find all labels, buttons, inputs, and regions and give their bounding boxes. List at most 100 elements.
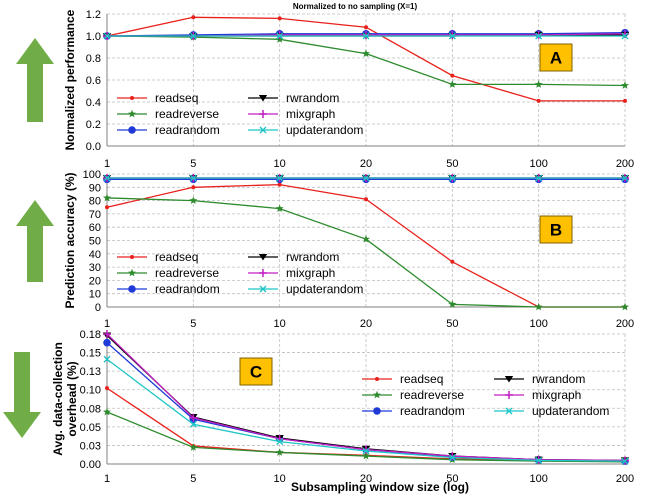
data-point-updaterandom bbox=[535, 174, 543, 182]
legend-label-updaterandom: updaterandom bbox=[532, 404, 609, 418]
data-point-readseq bbox=[277, 16, 282, 21]
y-tick-label: 80 bbox=[89, 196, 101, 208]
y-axis-label-line: Avg. data-collection bbox=[51, 342, 65, 456]
x-tick-label: 5 bbox=[190, 158, 196, 170]
data-point-mixgraph bbox=[103, 330, 111, 338]
data-point-updaterandom bbox=[448, 454, 456, 461]
legend-marker-readreverse bbox=[128, 268, 136, 277]
figure-title: Normalized to no sampling (X=1) bbox=[293, 2, 418, 11]
data-point-readseq bbox=[191, 15, 196, 20]
legend-label-readrandom: readrandom bbox=[155, 282, 220, 296]
data-point-readseq bbox=[364, 25, 368, 30]
legend-label-mixgraph: mixgraph bbox=[286, 107, 335, 121]
x-tick-label: 100 bbox=[529, 318, 547, 330]
x-tick-label: 5 bbox=[190, 473, 196, 485]
data-point-updaterandom bbox=[362, 174, 370, 182]
data-point-readreverse bbox=[103, 407, 111, 416]
legend-marker-updaterandom bbox=[259, 126, 267, 134]
legend-marker-readseq bbox=[130, 255, 134, 259]
y-tick-label: 0.13 bbox=[80, 366, 101, 378]
x-tick-label: 10 bbox=[274, 473, 286, 485]
x-tick-label: 50 bbox=[446, 473, 458, 485]
y-tick-label: 0.4 bbox=[86, 97, 101, 109]
x-tick-label: 200 bbox=[616, 158, 634, 170]
data-point-mixgraph bbox=[189, 413, 198, 422]
y-tick-label: 40 bbox=[89, 249, 101, 261]
x-tick-label: 1 bbox=[104, 473, 110, 485]
data-point-readreverse bbox=[534, 302, 543, 311]
y-tick-label: 0 bbox=[95, 302, 101, 314]
data-point-updaterandom bbox=[276, 174, 284, 182]
y-tick-label: 0.08 bbox=[80, 403, 101, 415]
data-point-updaterandom bbox=[535, 32, 543, 40]
data-point-readseq bbox=[536, 98, 541, 103]
data-point-updaterandom bbox=[362, 447, 370, 455]
data-point-readseq bbox=[105, 205, 109, 210]
data-point-readreverse bbox=[448, 80, 457, 88]
legend-marker-mixgraph bbox=[259, 269, 267, 277]
legend-marker-mixgraph bbox=[505, 391, 513, 399]
y-axis-label: Avg. data-collectionoverhead (%) bbox=[51, 342, 79, 456]
legend-marker-mixgraph bbox=[259, 110, 267, 118]
y-tick-label: 1.2 bbox=[86, 9, 101, 21]
y-tick-label: 1.0 bbox=[86, 31, 101, 43]
panel-badge-label: C bbox=[250, 363, 262, 382]
y-tick-label: 0.0 bbox=[86, 141, 101, 153]
legend-marker-updaterandom bbox=[259, 285, 267, 293]
panel-badge bbox=[239, 357, 273, 386]
data-point-mixgraph bbox=[534, 30, 543, 39]
data-point-updaterandom bbox=[103, 355, 111, 363]
data-point-mixgraph bbox=[275, 30, 284, 39]
data-point-readseq bbox=[191, 185, 196, 190]
y-tick-label: 0.2 bbox=[86, 119, 101, 131]
data-point-readreverse bbox=[362, 234, 370, 243]
panel-badge-label: A bbox=[550, 49, 562, 68]
y-tick-label: 100 bbox=[83, 169, 101, 181]
data-point-mixgraph bbox=[448, 452, 457, 461]
y-tick-label: 30 bbox=[89, 262, 101, 274]
legend-marker-readrandom bbox=[373, 407, 381, 415]
data-point-updaterandom bbox=[103, 174, 111, 182]
y-tick-label: 0.8 bbox=[86, 53, 101, 65]
x-tick-label: 50 bbox=[446, 158, 458, 170]
data-point-updaterandom bbox=[448, 174, 456, 182]
legend-marker-updaterandom bbox=[505, 407, 513, 415]
y-axis-label: Normalized performance bbox=[63, 9, 77, 150]
legend-label-readseq: readseq bbox=[400, 372, 443, 386]
arrow-down-icon bbox=[3, 352, 41, 438]
x-tick-label: 100 bbox=[529, 158, 547, 170]
panel-badge bbox=[539, 43, 573, 72]
x-axis-label: Subsampling window size (log) bbox=[291, 480, 469, 494]
data-point-updaterandom bbox=[189, 32, 197, 40]
x-tick-label: 200 bbox=[616, 318, 634, 330]
data-point-updaterandom bbox=[276, 32, 284, 40]
data-point-readreverse bbox=[275, 204, 284, 212]
data-point-updaterandom bbox=[276, 438, 284, 446]
x-tick-label: 100 bbox=[529, 473, 547, 485]
legend-label-updaterandom: updaterandom bbox=[286, 282, 363, 296]
arrow-up-icon bbox=[16, 200, 54, 282]
y-tick-label: 10 bbox=[89, 289, 101, 301]
y-tick-label: 0.05 bbox=[80, 422, 101, 434]
x-tick-label: 20 bbox=[360, 473, 372, 485]
data-point-updaterandom bbox=[535, 456, 543, 464]
legend: readseq readreverse readrandom rwrandom mixg… bbox=[362, 372, 609, 418]
x-tick-label: 20 bbox=[360, 158, 372, 170]
x-tick-label: 1 bbox=[104, 318, 110, 330]
legend-label-rwrandom: rwrandom bbox=[286, 250, 339, 264]
legend: readseq readreverse readrandom rwrandom mixg… bbox=[117, 91, 363, 137]
data-point-readreverse bbox=[362, 451, 370, 460]
data-point-readreverse bbox=[621, 302, 629, 311]
y-tick-label: 70 bbox=[89, 209, 101, 221]
data-point-readseq bbox=[277, 182, 282, 187]
legend-marker-readreverse bbox=[128, 109, 136, 118]
y-tick-label: 90 bbox=[89, 182, 101, 194]
data-point-readseq bbox=[364, 197, 368, 202]
data-point-updaterandom bbox=[448, 32, 456, 40]
y-tick-label: 0.03 bbox=[80, 440, 101, 452]
legend-label-readrandom: readrandom bbox=[400, 404, 465, 418]
data-point-readreverse bbox=[189, 443, 198, 451]
data-point-readreverse bbox=[362, 49, 370, 57]
